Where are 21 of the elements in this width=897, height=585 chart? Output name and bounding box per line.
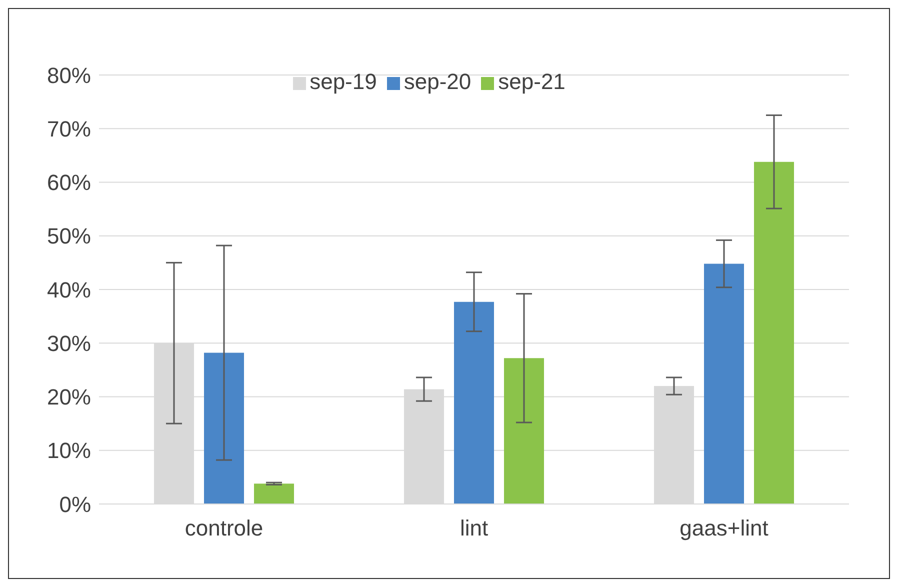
y-tick-label: 30% bbox=[46, 330, 91, 356]
legend-label: sep-21 bbox=[498, 69, 566, 94]
bar bbox=[504, 358, 544, 504]
bar bbox=[704, 264, 744, 504]
y-tick-label: 10% bbox=[46, 438, 91, 464]
y-tick-label: 50% bbox=[46, 224, 91, 249]
x-tick-label: lint bbox=[460, 516, 488, 541]
bar bbox=[254, 484, 294, 504]
y-tick-label: 40% bbox=[46, 277, 91, 302]
legend-label: sep-19 bbox=[310, 69, 377, 94]
bar bbox=[454, 302, 494, 504]
y-tick-label: 0% bbox=[59, 492, 91, 517]
y-tick-label: 60% bbox=[46, 170, 91, 196]
y-tick-label: 20% bbox=[46, 384, 91, 410]
bar bbox=[754, 162, 794, 504]
x-tick-label: controle bbox=[184, 516, 264, 541]
legend-label: sep-20 bbox=[404, 69, 472, 94]
x-tick-label: gaas+lint bbox=[680, 516, 768, 541]
bar bbox=[204, 352, 244, 504]
y-tick-label: 80% bbox=[46, 62, 91, 88]
y-tick-label: 70% bbox=[46, 116, 91, 142]
